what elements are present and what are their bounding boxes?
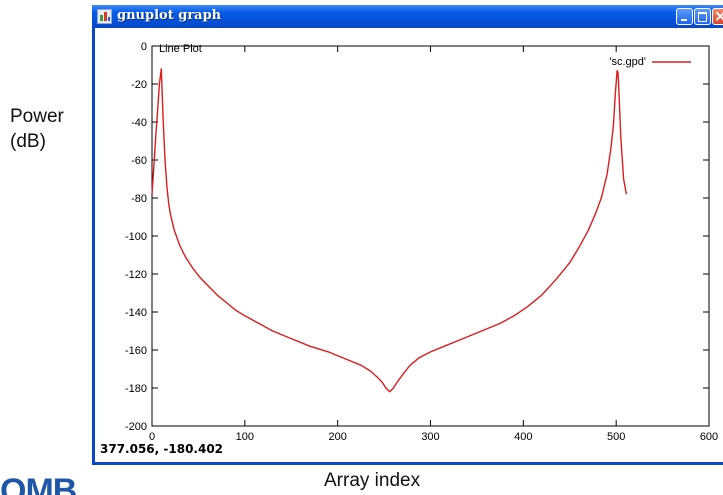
x-axis-ticks: 0 100 200 300 400 500 600 <box>149 46 718 443</box>
y-axis-caption: Power (dB) <box>10 104 64 154</box>
y-tick-label: -120 <box>125 269 147 281</box>
y-tick-label: 0 <box>141 41 147 53</box>
plot-canvas[interactable]: 0 100 200 300 400 500 600 0 -20 -40 -60 -80 -100 -12… <box>95 28 723 462</box>
x-tick-label: 100 <box>236 431 254 443</box>
y-tick-label: -40 <box>131 117 147 129</box>
y-tick-label: -180 <box>125 383 147 395</box>
y-axis-caption-line2: (dB) <box>10 131 46 152</box>
legend-label: 'sc.gpd' <box>609 56 646 68</box>
x-tick-label: 200 <box>328 431 346 443</box>
maximize-button[interactable] <box>694 8 711 25</box>
window-title: gnuplot graph <box>117 8 222 23</box>
x-tick-label: 600 <box>700 431 718 443</box>
y-tick-label: -200 <box>125 421 147 433</box>
x-tick-label: 400 <box>514 431 532 443</box>
chart-title: Line Plot <box>159 43 202 55</box>
gnuplot-graph-icon[interactable] <box>97 9 112 24</box>
x-tick-label: 0 <box>149 431 155 443</box>
window-titlebar[interactable]: gnuplot graph <box>92 5 723 28</box>
plot-area[interactable]: 0 100 200 300 400 500 600 0 -20 -40 -60 -80 -100 -12… <box>95 28 723 462</box>
y-axis-caption-line1: Power <box>10 106 64 127</box>
x-axis-caption: Array index <box>324 470 421 491</box>
plot-border <box>151 45 710 427</box>
y-tick-label: -160 <box>125 345 147 357</box>
cursor-coordinates: 377.056, -180.402 <box>100 442 224 456</box>
y-tick-label: -20 <box>131 79 147 91</box>
y-tick-label: -100 <box>125 231 147 243</box>
x-tick-label: 500 <box>607 431 625 443</box>
y-tick-label: -140 <box>125 307 147 319</box>
series-line-sc-gpd <box>151 68 628 393</box>
y-axis-ticks: 0 -20 -40 -60 -80 -100 -120 -140 -160 -180 -200 <box>125 41 709 433</box>
y-tick-label: -80 <box>131 193 147 205</box>
legend: 'sc.gpd' <box>609 56 691 68</box>
minimize-button[interactable] <box>676 8 693 25</box>
gnuplot-window: gnuplot graph 0 100 200 300 400 500 600 0 -20 -4… <box>92 5 723 465</box>
x-tick-label: 300 <box>421 431 439 443</box>
close-button[interactable] <box>712 7 723 25</box>
logo: OMB <box>0 476 77 495</box>
y-tick-label: -60 <box>131 155 147 167</box>
